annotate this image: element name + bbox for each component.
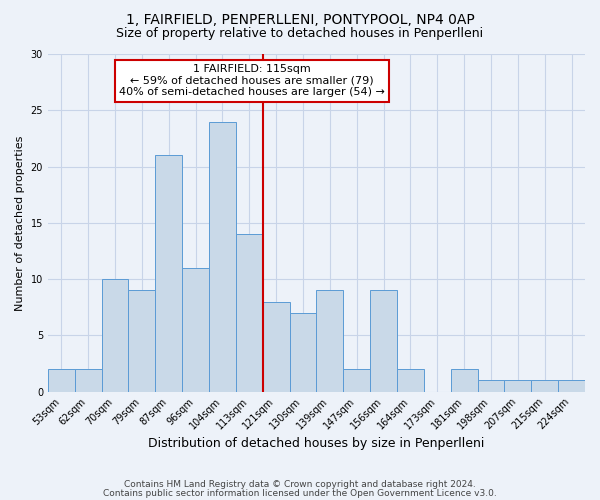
Bar <box>343 369 370 392</box>
Bar <box>558 380 585 392</box>
Text: Contains public sector information licensed under the Open Government Licence v3: Contains public sector information licen… <box>103 488 497 498</box>
Text: 1, FAIRFIELD, PENPERLLENI, PONTYPOOL, NP4 0AP: 1, FAIRFIELD, PENPERLLENI, PONTYPOOL, NP… <box>125 12 475 26</box>
Bar <box>182 268 209 392</box>
X-axis label: Distribution of detached houses by size in Penperlleni: Distribution of detached houses by size … <box>148 437 485 450</box>
Bar <box>397 369 424 392</box>
Bar <box>478 380 505 392</box>
Bar <box>155 156 182 392</box>
Bar <box>101 279 128 392</box>
Bar <box>505 380 531 392</box>
Text: 1 FAIRFIELD: 115sqm
← 59% of detached houses are smaller (79)
40% of semi-detach: 1 FAIRFIELD: 115sqm ← 59% of detached ho… <box>119 64 385 98</box>
Bar <box>236 234 263 392</box>
Bar <box>75 369 101 392</box>
Text: Contains HM Land Registry data © Crown copyright and database right 2024.: Contains HM Land Registry data © Crown c… <box>124 480 476 489</box>
Bar <box>531 380 558 392</box>
Bar <box>209 122 236 392</box>
Bar <box>370 290 397 392</box>
Bar <box>316 290 343 392</box>
Bar <box>48 369 75 392</box>
Y-axis label: Number of detached properties: Number of detached properties <box>15 135 25 310</box>
Text: Size of property relative to detached houses in Penperlleni: Size of property relative to detached ho… <box>116 28 484 40</box>
Bar <box>290 313 316 392</box>
Bar <box>128 290 155 392</box>
Bar <box>263 302 290 392</box>
Bar <box>451 369 478 392</box>
